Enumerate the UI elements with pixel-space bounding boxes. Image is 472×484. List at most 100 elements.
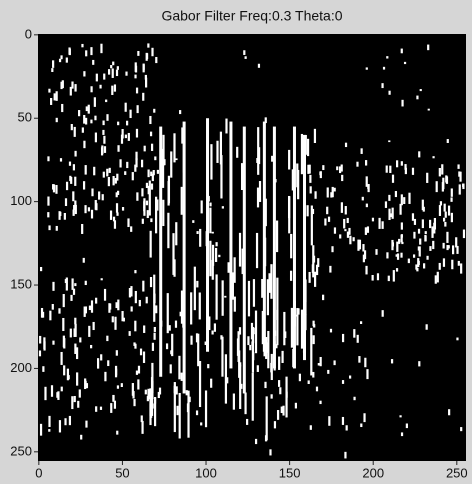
texture-stroke	[312, 255, 316, 263]
texture-stroke	[76, 372, 79, 386]
texture-stroke	[233, 296, 236, 312]
texture-stroke	[115, 192, 118, 198]
texture-stroke	[404, 167, 407, 175]
texture-stroke	[122, 317, 125, 322]
texture-stroke	[417, 228, 421, 234]
texture-stroke	[381, 221, 384, 229]
texture-stroke	[336, 166, 339, 171]
texture-stroke	[322, 165, 325, 171]
texture-stroke	[119, 159, 122, 168]
texture-stroke	[362, 254, 365, 263]
texture-stroke	[405, 423, 408, 429]
texture-stroke	[156, 199, 159, 211]
texture-stroke	[413, 218, 417, 225]
texture-stroke	[48, 429, 51, 432]
texture-stroke	[444, 221, 447, 227]
texture-stroke	[95, 406, 98, 412]
texture-stroke	[400, 222, 403, 230]
texture-stroke	[153, 293, 156, 304]
texture-stroke	[388, 194, 391, 201]
texture-stroke	[116, 66, 119, 70]
texture-stroke	[107, 360, 110, 367]
texture-stroke	[346, 231, 350, 238]
texture-stroke	[77, 400, 80, 408]
texture-stroke	[317, 258, 320, 268]
texture-stroke	[251, 372, 254, 421]
texture-stroke	[121, 311, 124, 322]
texture-stroke	[124, 171, 127, 175]
texture-stroke	[391, 207, 394, 219]
texture-stroke	[396, 241, 399, 252]
texture-stroke	[99, 406, 103, 410]
texture-stroke	[458, 184, 461, 195]
texture-stroke	[126, 161, 129, 169]
y-tick-label: 250	[10, 443, 32, 458]
texture-stroke	[426, 255, 429, 260]
texture-stroke	[396, 160, 399, 168]
texture-stroke	[403, 61, 407, 65]
texture-stroke	[144, 389, 147, 395]
texture-stroke	[301, 329, 304, 336]
texture-stroke	[58, 211, 61, 220]
texture-stroke	[133, 342, 136, 346]
texture-stroke	[163, 159, 166, 166]
texture-stroke	[199, 228, 202, 247]
texture-stroke	[424, 231, 427, 235]
texture-stroke	[115, 302, 118, 309]
texture-stroke	[55, 225, 58, 231]
texture-stroke	[60, 386, 63, 392]
texture-stroke	[371, 217, 375, 222]
texture-stroke	[58, 58, 62, 63]
texture-stroke	[48, 415, 51, 427]
texture-stroke	[297, 308, 300, 315]
texture-stroke	[401, 99, 404, 107]
texture-stroke	[418, 151, 421, 158]
texture-stroke	[309, 186, 312, 194]
texture-stroke	[60, 55, 63, 60]
texture-stroke	[144, 74, 147, 80]
texture-stroke	[149, 230, 152, 258]
texture-stroke	[331, 246, 334, 253]
texture-stroke	[43, 337, 46, 349]
texture-stroke	[111, 85, 114, 95]
texture-stroke	[338, 166, 342, 174]
texture-stroke	[209, 202, 212, 207]
texture-stroke	[298, 373, 301, 382]
texture-stroke	[387, 275, 390, 282]
texture-stroke	[134, 290, 137, 304]
texture-stroke	[436, 271, 439, 283]
texture-stroke	[55, 91, 58, 101]
texture-stroke	[328, 416, 331, 426]
texture-stroke	[83, 140, 86, 149]
texture-stroke	[134, 164, 137, 172]
texture-stroke	[221, 206, 224, 209]
texture-stroke	[384, 201, 388, 208]
texture-stroke	[131, 383, 134, 396]
texture-stroke	[200, 422, 203, 426]
texture-stroke	[272, 126, 276, 369]
texture-stroke	[365, 265, 368, 275]
texture-stroke	[154, 196, 158, 234]
texture-stroke	[84, 280, 87, 286]
texture-stroke	[378, 217, 381, 229]
texture-stroke	[207, 364, 210, 369]
texture-stroke	[196, 280, 199, 288]
texture-stroke	[153, 397, 157, 427]
texture-stroke	[443, 203, 446, 212]
texture-stroke	[112, 61, 115, 66]
texture-stroke	[110, 65, 113, 69]
texture-stroke	[145, 296, 148, 304]
texture-stroke	[398, 238, 401, 244]
texture-stroke	[80, 434, 83, 440]
texture-stroke	[87, 207, 91, 212]
texture-stroke	[450, 212, 453, 223]
texture-stroke	[66, 368, 70, 381]
texture-stroke	[100, 43, 103, 54]
texture-stroke	[92, 321, 95, 331]
texture-stroke	[456, 245, 459, 254]
texture-stroke	[289, 270, 293, 281]
texture-stroke	[74, 176, 77, 186]
texture-stroke	[61, 103, 64, 113]
texture-stroke	[208, 316, 211, 331]
texture-stroke	[366, 226, 370, 233]
